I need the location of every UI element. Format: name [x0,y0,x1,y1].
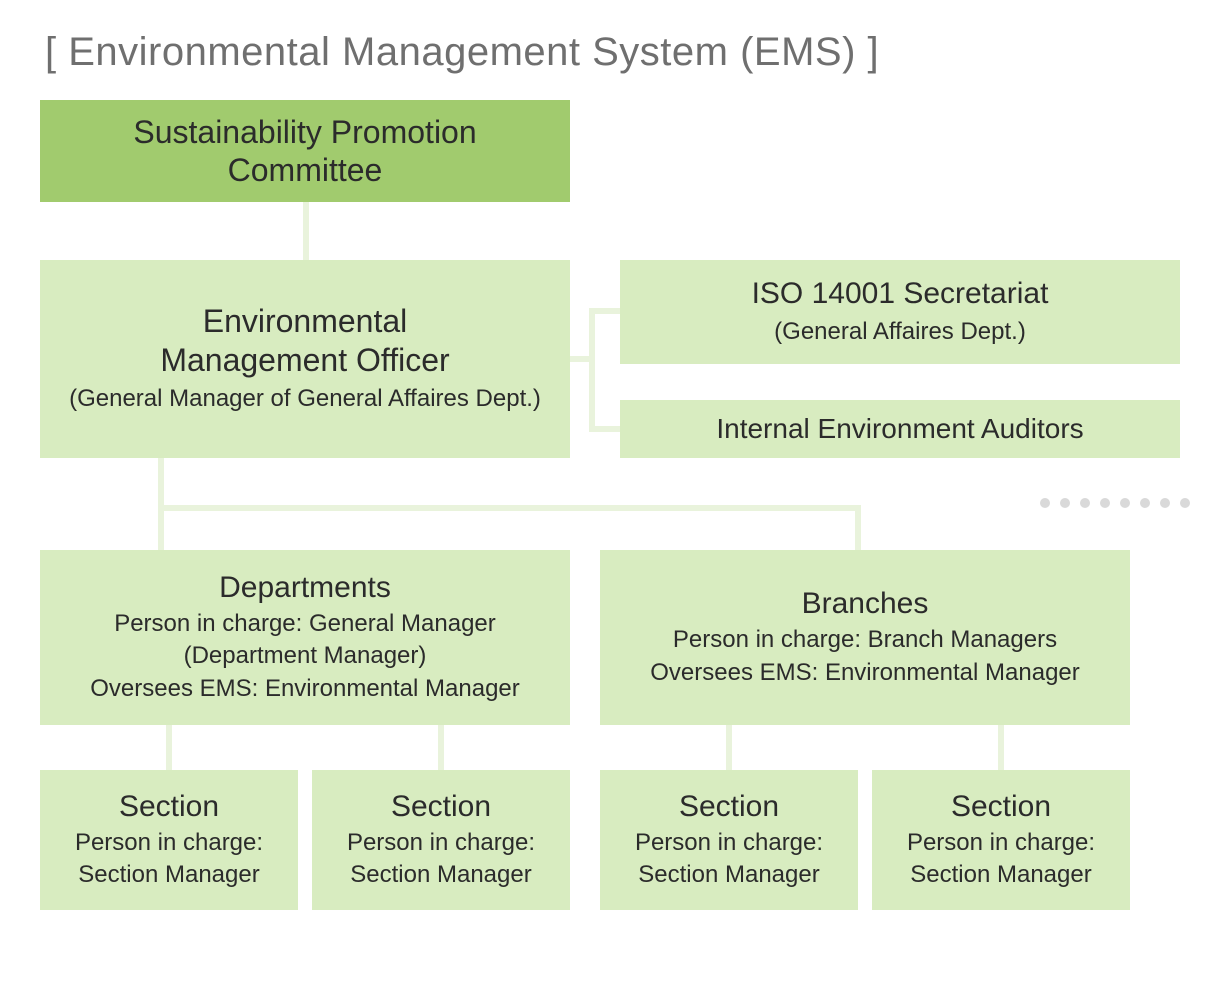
node-label: Section [119,789,219,825]
node-label: ISO 14001 Secretariat [752,276,1049,312]
node-label: Sustainability PromotionCommittee [133,113,476,190]
node-section: Section Person in charge:Section Manager [312,770,570,910]
connector-line [855,505,861,550]
connector-line [998,725,1004,770]
connector-line [595,426,620,432]
node-section: Section Person in charge:Section Manager [600,770,858,910]
node-sublabel: Person in charge:Section Manager [347,827,535,892]
connector-line [726,725,732,770]
node-sublabel: Person in charge:Section Manager [75,827,263,892]
node-committee: Sustainability PromotionCommittee [40,100,570,202]
node-label: EnvironmentalManagement Officer [160,302,449,379]
dot [1060,498,1070,508]
connector-line [166,725,172,770]
node-branches: Branches Person in charge: Branch Manage… [600,550,1130,725]
connector-line [303,202,309,260]
node-departments: Departments Person in charge: General Ma… [40,550,570,725]
node-label: Section [679,789,779,825]
node-sublabel: Person in charge:Section Manager [635,827,823,892]
connector-line [589,308,595,432]
node-sublabel: Person in charge: Branch ManagersOversee… [650,624,1080,689]
node-auditors: Internal Environment Auditors [620,400,1180,458]
node-sublabel: (General Affaires Dept.) [774,316,1026,348]
node-officer: EnvironmentalManagement Officer (General… [40,260,570,458]
continuation-dots [1040,498,1190,508]
node-iso: ISO 14001 Secretariat (General Affaires … [620,260,1180,364]
dot [1040,498,1050,508]
node-label: Section [951,789,1051,825]
dot [1140,498,1150,508]
dot [1100,498,1110,508]
org-diagram: Sustainability PromotionCommittee Enviro… [40,100,1180,970]
diagram-title: [ Environmental Management System (EMS) … [45,30,1178,75]
node-sublabel: (General Manager of General Affaires Dep… [69,383,541,415]
connector-line [438,725,444,770]
connector-line [158,458,164,550]
node-label: Section [391,789,491,825]
node-section: Section Person in charge:Section Manager [40,770,298,910]
node-section: Section Person in charge:Section Manager [872,770,1130,910]
connector-line [158,505,861,511]
node-sublabel: Person in charge:Section Manager [907,827,1095,892]
dot [1180,498,1190,508]
node-label: Branches [802,586,929,622]
node-label: Internal Environment Auditors [716,412,1083,446]
node-label: Departments [219,570,391,606]
dot [1160,498,1170,508]
dot [1120,498,1130,508]
node-sublabel: Person in charge: General Manager(Depart… [90,608,520,705]
connector-line [595,308,620,314]
dot [1080,498,1090,508]
